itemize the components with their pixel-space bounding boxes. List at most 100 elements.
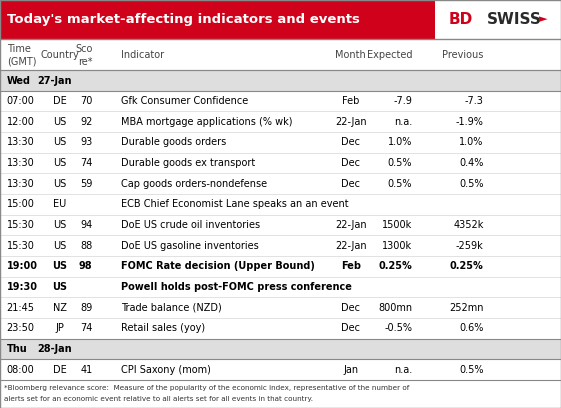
Text: 59: 59 [80,179,93,189]
Bar [0,297,561,318]
Bar [0,91,561,111]
Text: 1.0%: 1.0% [388,137,412,147]
Text: Time: Time [7,44,31,54]
Text: ►: ► [539,15,548,24]
Text: 92: 92 [80,117,93,127]
Text: 0.5%: 0.5% [459,179,484,189]
Text: US: US [53,262,67,271]
Bar [0,132,561,153]
Text: Feb: Feb [341,262,361,271]
Text: 70: 70 [80,96,93,106]
Text: Feb: Feb [342,96,359,106]
Text: 0.6%: 0.6% [459,323,484,333]
Text: Powell holds post-FOMC press conference: Powell holds post-FOMC press conference [121,282,352,292]
Text: Cap goods orders-nondefense: Cap goods orders-nondefense [121,179,266,189]
Bar [0,111,561,132]
Text: DoE US gasoline inventories: DoE US gasoline inventories [121,241,259,251]
Text: Previous: Previous [442,50,484,60]
Text: 15:00: 15:00 [7,200,35,209]
Bar [0,215,561,235]
Bar [0,359,561,380]
Text: 0.25%: 0.25% [450,262,484,271]
Text: JP: JP [56,323,65,333]
Text: DoE US crude oil inventories: DoE US crude oil inventories [121,220,260,230]
Text: MBA mortgage applications (% wk): MBA mortgage applications (% wk) [121,117,292,127]
Bar [0,339,561,359]
Text: Today's market-affecting indicators and events: Today's market-affecting indicators and … [7,13,360,26]
Text: 27-Jan: 27-Jan [38,75,72,86]
Text: 22-Jan: 22-Jan [335,241,366,251]
Text: -0.5%: -0.5% [384,323,412,333]
Text: 21:45: 21:45 [7,303,35,313]
Text: EU: EU [53,200,67,209]
Bar [0,277,561,297]
Text: US: US [53,241,67,251]
Text: US: US [53,220,67,230]
Text: ECB Chief Economist Lane speaks an an event: ECB Chief Economist Lane speaks an an ev… [121,200,348,209]
Text: BD: BD [449,12,473,27]
Text: 0.25%: 0.25% [379,262,412,271]
Text: Gfk Consumer Confidence: Gfk Consumer Confidence [121,96,248,106]
Text: 23:50: 23:50 [7,323,35,333]
Text: FOMC Rate decision (Upper Bound): FOMC Rate decision (Upper Bound) [121,262,315,271]
Bar [0,194,561,215]
Text: re*: re* [78,57,93,67]
Text: Indicator: Indicator [121,50,164,60]
Bar [0,235,561,256]
Text: DE: DE [53,365,67,375]
Text: 252mn: 252mn [449,303,484,313]
Text: 28-Jan: 28-Jan [38,344,72,354]
Text: n.a.: n.a. [394,117,412,127]
Text: 93: 93 [80,137,93,147]
Text: 800mn: 800mn [378,303,412,313]
Text: Month: Month [335,50,366,60]
Text: DE: DE [53,96,67,106]
Bar [435,0,561,39]
Text: Dec: Dec [341,303,360,313]
Text: 4352k: 4352k [453,220,484,230]
Text: 15:30: 15:30 [7,241,35,251]
Bar [0,256,561,277]
Text: -259k: -259k [456,241,484,251]
Bar [0,0,435,39]
Text: -7.9: -7.9 [393,96,412,106]
Bar [0,173,561,194]
Text: Trade balance (NZD): Trade balance (NZD) [121,303,222,313]
Text: alerts set for an economic event relative to all alerts set for all events in th: alerts set for an economic event relativ… [4,396,314,402]
Text: 74: 74 [80,323,93,333]
Text: 12:00: 12:00 [7,117,35,127]
Text: -7.3: -7.3 [465,96,484,106]
Text: Jan: Jan [343,365,358,375]
Text: Sco: Sco [75,44,93,54]
Text: US: US [53,158,67,168]
Text: 0.5%: 0.5% [459,365,484,375]
Text: Expected: Expected [367,50,412,60]
Text: 19:00: 19:00 [7,262,38,271]
Text: 08:00: 08:00 [7,365,34,375]
Text: 13:30: 13:30 [7,179,34,189]
Text: Durable goods orders: Durable goods orders [121,137,226,147]
Text: Thu: Thu [7,344,27,354]
Text: -1.9%: -1.9% [456,117,484,127]
Bar [0,318,561,339]
Text: US: US [53,137,67,147]
Bar [0,153,561,173]
Text: 1500k: 1500k [382,220,412,230]
Text: *Bloomberg relevance score:  Measure of the popularity of the economic index, re: *Bloomberg relevance score: Measure of t… [4,385,410,391]
Text: Dec: Dec [341,323,360,333]
Text: 1.0%: 1.0% [459,137,484,147]
Text: Dec: Dec [341,179,360,189]
Text: 89: 89 [80,303,93,313]
Text: n.a.: n.a. [394,365,412,375]
Text: 98: 98 [79,262,93,271]
Text: 13:30: 13:30 [7,158,34,168]
Text: 13:30: 13:30 [7,137,34,147]
Text: (GMT): (GMT) [7,57,36,67]
Text: 15:30: 15:30 [7,220,35,230]
Text: 07:00: 07:00 [7,96,35,106]
Text: Country: Country [40,50,80,60]
Text: 1300k: 1300k [382,241,412,251]
Text: 41: 41 [80,365,93,375]
Text: 88: 88 [80,241,93,251]
Text: 0.5%: 0.5% [388,158,412,168]
